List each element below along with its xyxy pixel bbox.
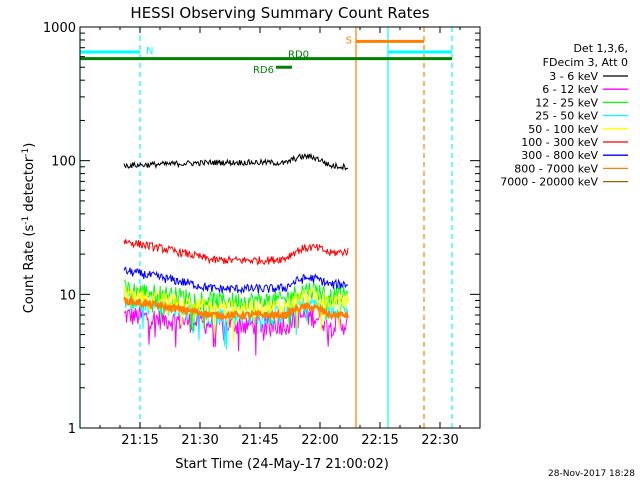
flag-label-4: RD6	[253, 65, 274, 76]
legend-entry-label-5: 100 - 300 keV	[521, 136, 598, 149]
x-tick-label-4: 22:15	[361, 433, 398, 448]
x-tick-label-0: 21:15	[121, 433, 158, 448]
series-line-5	[123, 239, 349, 266]
y-tick-label-0: 1	[68, 422, 76, 437]
x-axis-label: Start Time (24-May-17 21:00:02)	[175, 457, 389, 472]
legend-header-line-2: FDecim 3, Att 0	[543, 56, 628, 69]
series-line-4	[123, 286, 349, 342]
y-tick-label-2: 100	[51, 155, 76, 170]
legend-entry-label-6: 300 - 800 keV	[521, 149, 598, 162]
legend-entry-label-8: 7000 - 20000 keV	[500, 176, 598, 189]
series-line-0	[123, 152, 349, 171]
flag-label-0: N	[146, 46, 153, 57]
legend-header-line-1: Det 1,3,6,	[573, 42, 628, 55]
legend-entry-label-3: 25 - 50 keV	[535, 110, 598, 123]
x-tick-label-2: 21:45	[241, 433, 278, 448]
flag-label-1: S	[346, 35, 352, 46]
legend-entry-label-7: 800 - 7000 keV	[514, 162, 598, 175]
series-line-6	[123, 266, 349, 295]
y-axis-label: Count Rate (s-1 detector-1)	[21, 143, 37, 314]
x-tick-label-5: 22:30	[421, 433, 458, 448]
x-axis: 21:15 21:30 21:45 22:00 22:15 22:30	[99, 27, 481, 448]
y-tick-label-1: 10	[59, 288, 76, 303]
plot-area: N S RD0 RD6	[79, 27, 453, 428]
legend-entry-label-4: 50 - 100 keV	[528, 123, 598, 136]
chart-title: HESSI Observing Summary Count Rates	[130, 4, 429, 22]
y-axis: 1 10 100 1000	[43, 21, 480, 437]
x-tick-label-3: 22:00	[301, 433, 338, 448]
x-tick-label-1: 21:30	[181, 433, 218, 448]
footer-timestamp: 28-Nov-2017 18:28	[548, 469, 635, 479]
y-tick-label-3: 1000	[43, 21, 76, 36]
legend-entry-label-1: 6 - 12 keV	[542, 83, 598, 96]
legend-entry-label-0: 3 - 6 keV	[549, 70, 598, 83]
legend-entry-label-2: 12 - 25 keV	[535, 96, 598, 109]
flag-label-3: RD0	[288, 50, 309, 61]
series-line-7	[123, 294, 350, 322]
